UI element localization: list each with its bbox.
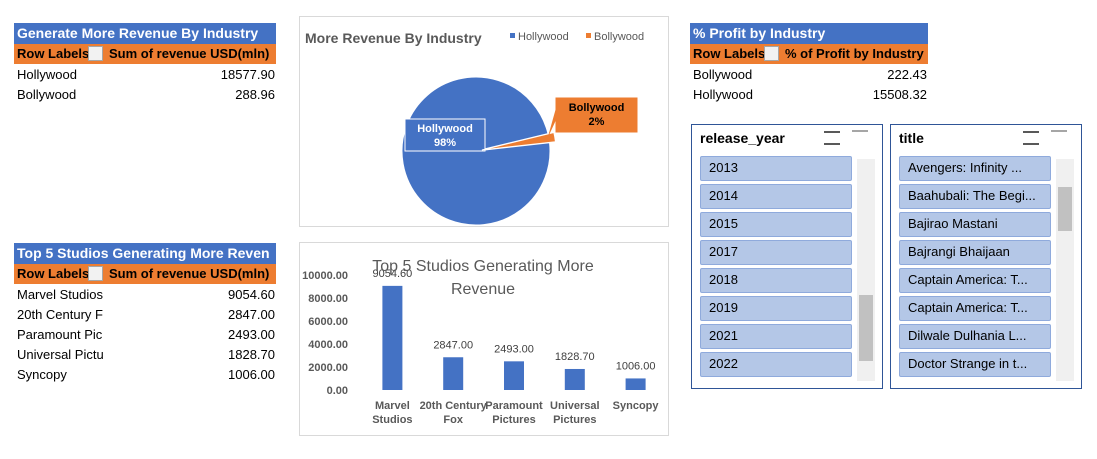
bar [564,368,585,390]
bar [443,357,464,390]
pie-chart-panel: More Revenue By Industry Hollywood Bollywo… [299,16,669,227]
y-tick-label: 6000.00 [308,316,348,328]
slicer-title: title [899,130,924,146]
slicer-item[interactable]: 2019 [700,296,852,321]
slicer: title Avengers: Infinity ... Baahubali: Th… [890,124,1082,389]
bar [382,285,403,390]
multi-select-button[interactable] [1023,131,1039,145]
slicer-item[interactable]: 2015 [700,212,852,237]
row-value: 15508.32 [872,87,927,102]
pivot-header: Row Labels [17,46,88,61]
pivot-header: Sum of revenue USD(mln) [109,266,270,281]
filter-button[interactable] [764,46,779,61]
row-label: Paramount Pic [17,327,103,342]
row-label: Hollywood [693,87,753,102]
pivot-header-bg [14,44,276,64]
label-pointer [547,108,556,139]
row-label: Hollywood [17,67,77,82]
slicer-item[interactable]: Dilwale Dulhania L... [899,324,1051,349]
slicer-item[interactable]: Captain America: T... [899,296,1051,321]
pivot-title: % Profit by Industry [690,23,928,44]
data-label: 1828.70 [555,351,595,363]
row-label: Universal Pictu [17,347,104,362]
scroll-thumb[interactable] [1058,187,1072,231]
row-value: 222.43 [887,67,927,82]
slicer-item[interactable]: Bajirao Mastani [899,212,1051,237]
bar-chart: 0.00 2000.00 4000.00 6000.00 8000.00 10000.00… [302,268,656,397]
row-value: 288.96 [235,87,275,102]
slicer-item[interactable]: Avengers: Infinity ... [899,156,1051,181]
x-tick-label: Marvel Studios [372,400,413,426]
x-tick-label: Syncopy [612,400,659,412]
data-label: 2% [589,116,605,128]
pie-chart: More Revenue By Industry Hollywood Bollywo… [305,30,644,226]
data-label: 1006.00 [616,360,656,372]
data-label-name: Bollywood [569,102,625,114]
row-value: 2847.00 [228,307,275,322]
slicer-item[interactable]: 2017 [700,240,852,265]
pivot-header: Row Labels [693,46,764,61]
slicer-item[interactable]: 2018 [700,268,852,293]
data-label: 2493.00 [494,343,534,355]
bar [625,378,646,390]
legend-swatch [586,33,591,38]
slicer-title: release_year [700,130,785,146]
scroll-thumb[interactable] [859,295,873,361]
data-label-box [555,97,638,133]
data-label: 2847.00 [433,339,473,351]
row-value: 2493.00 [228,327,275,342]
pivot-header: Sum of revenue USD(mln) [109,46,270,61]
data-label-name: Hollywood [417,123,473,135]
clear-filter-button[interactable] [852,130,868,146]
slicer-item[interactable]: Captain America: T... [899,268,1051,293]
data-label: 98% [434,137,456,149]
y-tick-label: 8000.00 [308,293,348,305]
pivot-header: % of Profit by Industry [785,46,924,61]
slicer: release_year 2013 2014 2015 2017 2018 2019 2021… [691,124,883,389]
slicer-item[interactable]: Baahubali: The Begi... [899,184,1051,209]
slicer-item[interactable]: 2021 [700,324,852,349]
y-tick-label: 2000.00 [308,362,348,374]
row-value: 18577.90 [220,67,275,82]
filter-button[interactable] [88,46,103,61]
pivot-title: Generate More Revenue By Industry [14,23,276,44]
row-label: Syncopy [17,367,67,382]
slicer-item[interactable]: 2022 [700,352,852,377]
filter-button[interactable] [88,266,103,281]
row-value: 1006.00 [228,367,275,382]
legend-swatch [510,33,515,38]
slicer-item[interactable]: 2014 [700,184,852,209]
row-label: Bollywood [17,87,77,102]
pivot-header-bg [14,264,276,284]
row-label: Bollywood [693,67,753,82]
data-label: 9054.60 [373,268,413,280]
bar [504,361,524,390]
x-tick-label: Paramount Pictures [485,400,543,426]
pivot-header: Row Labels [17,266,88,281]
row-label: Marvel Studios [17,287,103,302]
row-value: 9054.60 [228,287,275,302]
row-value: 1828.70 [228,347,275,362]
x-tick-label: Universal Pictures [550,400,600,426]
data-label-box [404,118,486,152]
legend-label: Bollywood [594,31,644,43]
y-tick-label: 4000.00 [308,339,348,351]
x-tick-label: 20th Century Fox [419,400,487,426]
bar-chart-panel: 0.00 2000.00 4000.00 6000.00 8000.00 10000.00… [299,242,669,436]
chart-title: Top 5 Studios Generating More Revenue [372,258,594,298]
chart-title: More Revenue By Industry [305,30,482,46]
pie-slice [481,131,557,151]
slicer-item[interactable]: 2013 [700,156,852,181]
y-tick-label: 0.00 [327,385,348,397]
row-label: 20th Century F [17,307,103,322]
slicer-item[interactable]: Doctor Strange in t... [899,352,1051,377]
y-tick-label: 10000.00 [302,270,348,282]
multi-select-button[interactable] [824,131,840,145]
slicer-item[interactable]: Bajrangi Bhaijaan [899,240,1051,265]
clear-filter-button[interactable] [1051,130,1067,146]
pivot-header-bg [690,44,928,64]
legend-label: Hollywood [518,31,569,43]
pivot-title: Top 5 Studios Generating More Reven [14,243,276,264]
